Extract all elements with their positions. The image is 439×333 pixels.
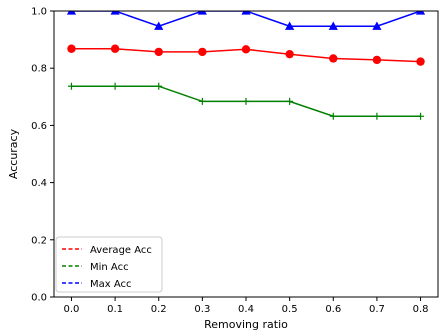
data-point-average-acc [110, 44, 120, 53]
data-point-average-acc [372, 55, 382, 65]
x-tick-label: 0.8 [413, 304, 429, 315]
legend-box [55, 236, 163, 293]
series-line-max-acc [71, 11, 421, 27]
x-tick-label: 0.3 [194, 304, 210, 315]
data-point-min-acc [111, 82, 119, 90]
data-point-average-acc [329, 54, 338, 63]
data-point-min-acc [67, 82, 75, 90]
legend-label-average-acc: Average Acc [90, 245, 152, 256]
data-point-min-acc [417, 112, 425, 120]
data-point-min-acc [155, 82, 163, 90]
y-tick-label: 0.8 [31, 64, 47, 75]
x-tick-label: 0.6 [325, 304, 341, 315]
data-point-min-acc [242, 97, 250, 105]
data-point-max-acc [328, 21, 338, 30]
x-tick-label: 0.7 [369, 304, 385, 315]
y-tick-label: 0.0 [31, 293, 47, 304]
data-point-average-acc [285, 49, 294, 59]
data-point-average-acc [154, 47, 163, 57]
legend: Average Acc Min Acc Max Acc [55, 236, 163, 293]
series-group [66, 11, 426, 120]
data-point-max-acc [285, 21, 295, 30]
x-tick-label: 0.5 [282, 304, 298, 315]
data-point-min-acc [373, 112, 381, 120]
x-tick-label: 0.0 [64, 304, 80, 315]
y-tick-label: 0.2 [31, 235, 47, 246]
legend-label-min-acc: Min Acc [90, 262, 129, 273]
data-point-average-acc [416, 57, 425, 66]
x-tick-label: 0.2 [151, 304, 167, 315]
x-axis-label: Removing ratio [204, 318, 288, 331]
data-point-max-acc [66, 11, 77, 15]
x-tick-label: 0.4 [238, 304, 254, 315]
data-point-max-acc [372, 21, 382, 30]
data-point-average-acc [67, 44, 76, 53]
data-point-min-acc [329, 112, 337, 120]
data-point-max-acc [197, 11, 207, 15]
data-point-max-acc [415, 11, 426, 15]
y-tick-label: 0.4 [31, 178, 47, 189]
x-tick-label: 0.1 [107, 304, 123, 315]
data-point-average-acc [198, 47, 207, 57]
y-axis-label: Accuracy [7, 128, 20, 179]
data-point-max-acc [241, 11, 251, 15]
y-tick-label: 1.0 [31, 7, 47, 18]
legend-label-max-acc: Max Acc [90, 279, 132, 290]
data-point-average-acc [241, 45, 251, 54]
data-point-min-acc [198, 97, 206, 105]
data-point-max-acc [154, 21, 164, 30]
axes: 0.0 0.1 0.2 0.3 0.4 0.5 0.6 0.7 0.8 0.0 0.2 0.4 0.6 0… [31, 7, 439, 315]
plot-area [66, 11, 426, 120]
data-point-max-acc [110, 11, 120, 15]
data-point-min-acc [286, 97, 294, 105]
y-tick-label: 0.6 [31, 121, 47, 132]
